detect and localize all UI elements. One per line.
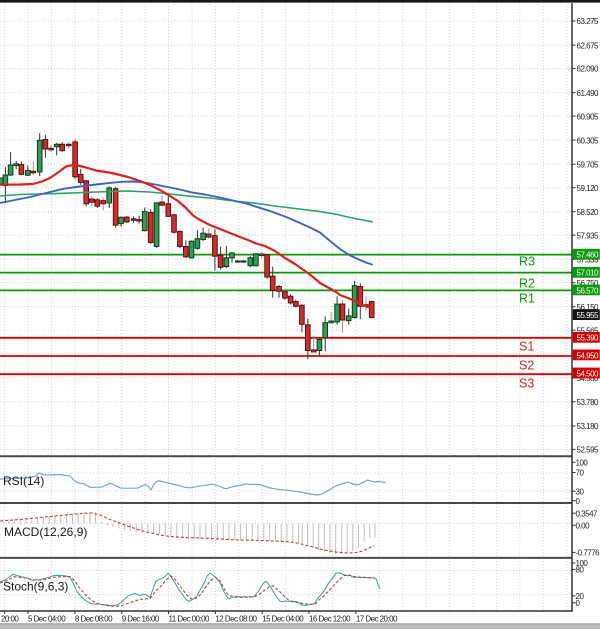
svg-text:8 Dec 08:00: 8 Dec 08:00 <box>75 615 113 624</box>
svg-text:80: 80 <box>576 566 585 575</box>
svg-text:15 Dec 04:00: 15 Dec 04:00 <box>262 615 304 624</box>
svg-text:0: 0 <box>576 497 581 506</box>
svg-text:57.010: 57.010 <box>577 269 600 278</box>
svg-text:60.305: 60.305 <box>577 136 600 145</box>
svg-text:55.955: 55.955 <box>577 311 600 320</box>
svg-text:56.750: 56.750 <box>577 279 600 288</box>
svg-text:S2: S2 <box>519 358 534 372</box>
svg-text:53.780: 53.780 <box>577 398 600 407</box>
svg-text:17 Dec 20:00: 17 Dec 20:00 <box>356 615 398 624</box>
svg-text:57.935: 57.935 <box>577 231 600 240</box>
svg-text:R2: R2 <box>519 276 535 290</box>
svg-text:20:00: 20:00 <box>1 615 19 624</box>
svg-text:62.675: 62.675 <box>577 41 600 50</box>
svg-text:MACD(12,26,9): MACD(12,26,9) <box>4 525 87 539</box>
svg-text:11 Dec 00:00: 11 Dec 00:00 <box>169 615 210 624</box>
svg-text:59.705: 59.705 <box>577 160 600 169</box>
svg-text:16 Dec 12:00: 16 Dec 12:00 <box>309 615 351 624</box>
svg-text:61.490: 61.490 <box>577 89 600 98</box>
svg-text:S3: S3 <box>519 376 534 390</box>
svg-text:70: 70 <box>576 469 585 478</box>
svg-text:100: 100 <box>576 559 589 568</box>
svg-text:54.500: 54.500 <box>577 369 600 378</box>
svg-text:62.090: 62.090 <box>577 65 600 74</box>
svg-text:0.00: 0.00 <box>576 521 591 530</box>
svg-text:0.3547: 0.3547 <box>576 509 599 518</box>
svg-text:0: 0 <box>576 599 581 608</box>
svg-text:54.950: 54.950 <box>577 351 600 360</box>
svg-text:57.335: 57.335 <box>577 256 600 265</box>
svg-text:63.275: 63.275 <box>577 17 600 26</box>
svg-text:S1: S1 <box>519 339 534 353</box>
svg-text:R1: R1 <box>519 291 535 305</box>
svg-text:30: 30 <box>576 487 585 496</box>
svg-text:60.905: 60.905 <box>577 112 600 121</box>
svg-text:-0.7776: -0.7776 <box>576 549 600 558</box>
svg-text:54.380: 54.380 <box>577 374 600 383</box>
svg-text:56.570: 56.570 <box>577 286 600 295</box>
svg-text:100: 100 <box>576 459 589 468</box>
svg-text:12 Dec 08:00: 12 Dec 08:00 <box>215 615 257 624</box>
svg-text:R3: R3 <box>519 255 535 269</box>
svg-text:57.460: 57.460 <box>577 251 600 260</box>
svg-text:56.150: 56.150 <box>577 303 600 312</box>
svg-text:Stoch(9,6,3): Stoch(9,6,3) <box>3 580 68 594</box>
svg-text:52.595: 52.595 <box>577 446 600 455</box>
svg-text:58.520: 58.520 <box>577 208 600 217</box>
svg-text:5 Dec 04:00: 5 Dec 04:00 <box>28 615 66 624</box>
svg-text:53.180: 53.180 <box>577 422 600 431</box>
svg-text:59.120: 59.120 <box>577 184 600 193</box>
svg-text:RSI(14): RSI(14) <box>3 474 44 488</box>
svg-text:9 Dec 16:00: 9 Dec 16:00 <box>122 615 160 624</box>
svg-text:55.390: 55.390 <box>577 334 600 343</box>
svg-text:20: 20 <box>576 592 585 601</box>
svg-text:55.565: 55.565 <box>577 326 600 335</box>
